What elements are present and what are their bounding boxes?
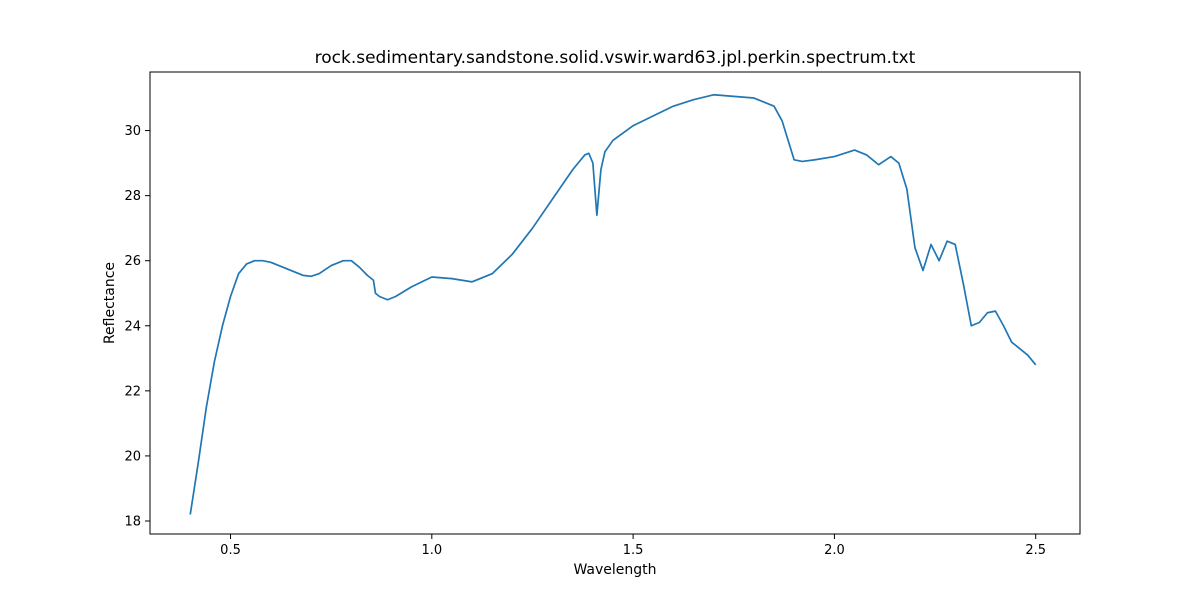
- x-tick-label: 2.0: [824, 543, 845, 558]
- x-axis-label: Wavelength: [573, 562, 656, 578]
- x-tick-label: 1.5: [623, 543, 644, 558]
- plot-area: [149, 71, 1081, 535]
- y-tick-label: 28: [124, 189, 141, 204]
- y-tick-label: 22: [124, 384, 141, 399]
- y-tick-label: 24: [124, 319, 141, 334]
- x-axis: 0.5 1.0 1.5 2.0 2.5: [220, 534, 1046, 558]
- x-tick-label: 1.0: [421, 543, 442, 558]
- x-tick-label: 2.5: [1025, 543, 1046, 558]
- chart-title: rock.sedimentary.sandstone.solid.vswir.w…: [315, 48, 916, 68]
- y-tick-label: 26: [124, 254, 141, 269]
- spectrum-line: [189, 93, 1037, 515]
- x-tick-label: 0.5: [220, 543, 241, 558]
- y-axis: 18 20 22 24 26 28 30: [124, 124, 150, 529]
- y-tick-label: 30: [124, 124, 141, 139]
- y-axis-label: Reflectance: [102, 262, 118, 344]
- y-tick-label: 20: [124, 449, 141, 464]
- y-tick-label: 18: [124, 514, 141, 529]
